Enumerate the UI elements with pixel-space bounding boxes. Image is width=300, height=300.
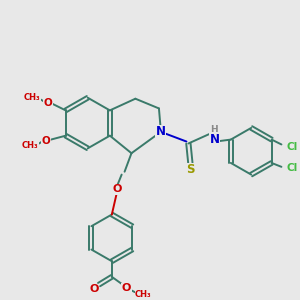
Text: O: O bbox=[112, 184, 122, 194]
Text: N: N bbox=[156, 125, 166, 138]
Text: N: N bbox=[210, 133, 220, 146]
Text: S: S bbox=[186, 163, 195, 176]
Text: Cl: Cl bbox=[286, 142, 298, 152]
Text: Cl: Cl bbox=[286, 163, 298, 173]
Text: CH₃: CH₃ bbox=[22, 141, 39, 150]
Text: O: O bbox=[89, 284, 99, 294]
Text: CH₃: CH₃ bbox=[24, 93, 40, 102]
Text: O: O bbox=[42, 136, 50, 146]
Text: O: O bbox=[122, 284, 131, 293]
Text: O: O bbox=[44, 98, 52, 108]
Text: CH₃: CH₃ bbox=[135, 290, 152, 299]
Text: H: H bbox=[210, 125, 218, 134]
